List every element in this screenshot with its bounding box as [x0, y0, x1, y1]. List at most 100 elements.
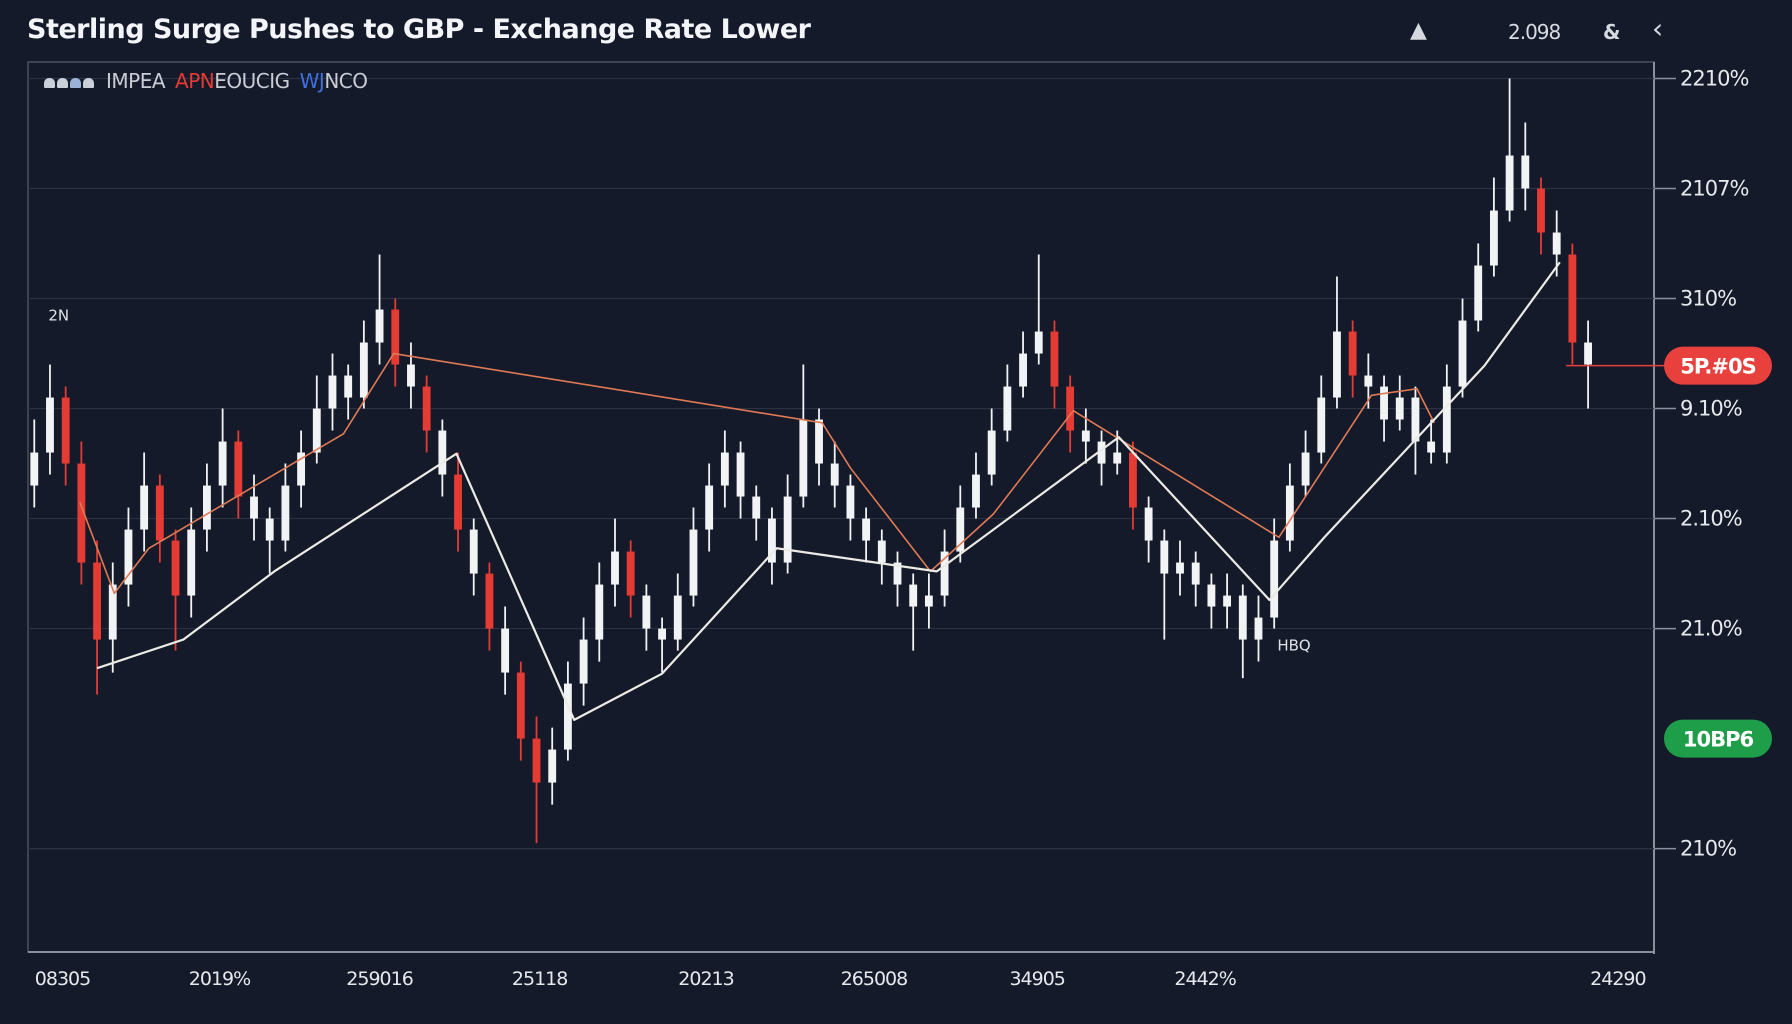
candle — [987, 408, 996, 486]
candle-body — [1348, 331, 1357, 376]
candle-body — [202, 485, 211, 530]
candle — [893, 551, 902, 607]
long-moving-average-line — [96, 261, 1561, 721]
candle — [218, 408, 227, 508]
candle-body — [658, 628, 667, 640]
chart-title: Sterling Surge Pushes to GBP - Exchange … — [27, 14, 811, 45]
candle — [846, 474, 855, 541]
candle-body — [312, 408, 321, 453]
candle-body — [1160, 540, 1169, 574]
x-tick-label: 24290 — [1590, 968, 1645, 990]
candle-body — [940, 551, 949, 596]
candle-body — [563, 683, 572, 750]
chart-annotation: HBQ — [1277, 637, 1310, 655]
candle — [140, 452, 149, 552]
candle-body — [862, 518, 871, 541]
chart-annotation: 2N — [48, 307, 69, 325]
candle-body — [673, 595, 682, 640]
candle-body — [1285, 485, 1294, 541]
candle — [1521, 122, 1530, 211]
candle-body — [391, 309, 400, 365]
candle — [1270, 518, 1279, 629]
header-value: 2.098 — [1508, 20, 1561, 44]
candle-body — [1176, 562, 1184, 574]
candle — [344, 364, 353, 420]
legend-item: APN — [175, 69, 215, 93]
candle — [1489, 177, 1498, 277]
candle — [202, 463, 211, 552]
triangle-up-icon[interactable]: ▲ — [1410, 18, 1427, 43]
candle-body — [1113, 452, 1122, 464]
candle — [265, 507, 274, 574]
candle-body — [595, 584, 604, 640]
candle-body — [1081, 430, 1090, 442]
x-tick-label: 08305 — [35, 968, 90, 990]
y-tick-label: 2.10% — [1680, 507, 1742, 531]
candle-body — [893, 562, 902, 585]
candle-body — [611, 551, 619, 585]
legend: IMPEA APNEOUCIG WJNCO — [44, 69, 368, 93]
candle-body — [1333, 331, 1341, 398]
candle — [689, 507, 698, 607]
candle — [516, 661, 525, 761]
legend-item: NCO — [324, 69, 368, 93]
candle-body — [124, 529, 133, 585]
candle-body — [61, 397, 70, 464]
candle-body — [171, 540, 180, 596]
candle-body — [1584, 342, 1593, 365]
candle — [155, 474, 164, 563]
candle — [171, 529, 180, 651]
candle-body — [1097, 441, 1106, 464]
candle-body — [1270, 540, 1279, 618]
y-tick-label: 2107% — [1680, 177, 1748, 201]
candle — [799, 364, 808, 508]
candle — [1223, 573, 1232, 629]
candle-body — [359, 342, 368, 398]
candle — [579, 617, 588, 706]
candle-body — [987, 430, 996, 475]
candle — [862, 507, 871, 563]
candle-body — [1003, 386, 1012, 431]
candle-body — [1254, 617, 1263, 640]
user-icon[interactable]: & — [1603, 20, 1621, 44]
chevron-left-icon[interactable]: ‹ — [1652, 12, 1664, 45]
candle-body — [516, 672, 525, 739]
candle-body — [501, 628, 510, 673]
candle-body — [720, 452, 729, 486]
candle-body — [689, 529, 698, 596]
candle — [1285, 463, 1294, 552]
candle — [297, 430, 306, 508]
candle-body — [752, 496, 761, 519]
candle-body — [155, 485, 164, 541]
candle — [407, 342, 415, 409]
candle-body — [328, 375, 337, 409]
candle — [1584, 320, 1593, 409]
x-tick-label: 20213 — [678, 968, 733, 990]
candle-body — [1034, 331, 1043, 354]
candle — [375, 254, 384, 365]
candle — [1207, 573, 1216, 629]
candle-body — [1066, 386, 1075, 431]
candle — [1427, 419, 1436, 464]
candle — [77, 441, 86, 585]
candle — [454, 452, 462, 552]
price-badge-label: 5P.#0S — [1680, 355, 1755, 379]
candle-body — [1568, 254, 1577, 343]
candle-body — [250, 496, 258, 519]
candle-body — [1411, 397, 1420, 442]
candle — [1129, 441, 1137, 530]
candle — [720, 430, 729, 508]
candle-body — [1552, 232, 1561, 255]
candle — [1505, 78, 1514, 222]
candle-body — [909, 584, 918, 607]
candle — [438, 419, 447, 497]
y-tick-label: 21.0% — [1680, 617, 1742, 641]
candle-body — [642, 595, 651, 629]
candle — [1050, 320, 1059, 409]
candle — [124, 507, 133, 607]
price-badge — [1664, 719, 1772, 758]
candle-body — [1144, 507, 1153, 541]
candle — [1238, 584, 1247, 679]
candle — [46, 364, 54, 475]
